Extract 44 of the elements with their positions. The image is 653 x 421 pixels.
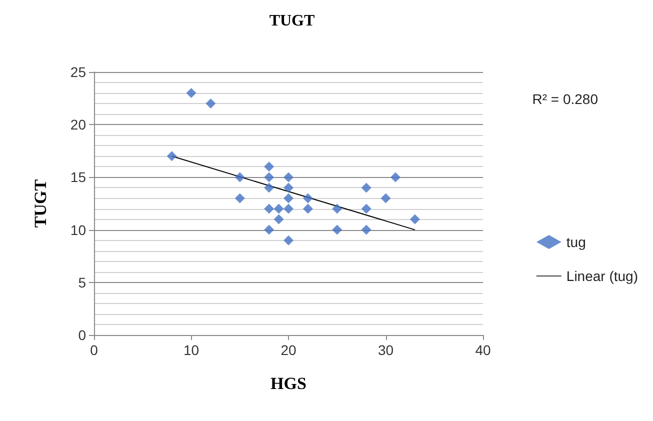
legend-label: tug <box>566 234 586 250</box>
point <box>264 204 274 214</box>
x-tick-label: 10 <box>183 342 200 358</box>
y-tick-label: 15 <box>70 169 86 186</box>
y-axis-title: TUGT <box>31 178 50 228</box>
point <box>410 214 420 224</box>
point <box>284 204 294 214</box>
point <box>264 224 274 235</box>
point <box>274 204 284 214</box>
x-tick-label: 20 <box>280 342 296 358</box>
x-axis-title: HGS <box>270 374 306 393</box>
text: R² = 0.280 <box>532 91 598 107</box>
y-tick-label: 25 <box>70 64 86 80</box>
point <box>390 172 400 182</box>
x-tick-label: 40 <box>475 342 491 358</box>
point <box>361 204 372 214</box>
point <box>234 172 245 182</box>
point <box>206 98 216 109</box>
point <box>284 172 294 182</box>
y-tick-label: 10 <box>70 222 86 238</box>
point <box>332 204 342 214</box>
point <box>234 193 245 204</box>
point <box>264 172 274 182</box>
point <box>264 162 274 172</box>
y-tick-label: 5 <box>78 274 86 290</box>
point <box>361 182 372 193</box>
point <box>264 182 274 193</box>
point <box>186 88 196 98</box>
point <box>274 214 284 224</box>
point <box>284 193 294 204</box>
point <box>380 193 391 204</box>
chart-title: TUGT <box>269 12 315 30</box>
point <box>284 182 294 193</box>
point <box>332 224 342 235</box>
x-tick-label: 30 <box>378 342 394 358</box>
point <box>166 151 177 162</box>
point <box>284 235 294 246</box>
point <box>302 204 313 214</box>
y-tick-label: 20 <box>70 116 86 133</box>
legend-label: Linear (tug) <box>566 268 638 284</box>
y-tick-label: 0 <box>78 327 86 343</box>
point <box>361 224 372 235</box>
x-tick-label: 0 <box>90 342 98 358</box>
point <box>302 193 313 204</box>
